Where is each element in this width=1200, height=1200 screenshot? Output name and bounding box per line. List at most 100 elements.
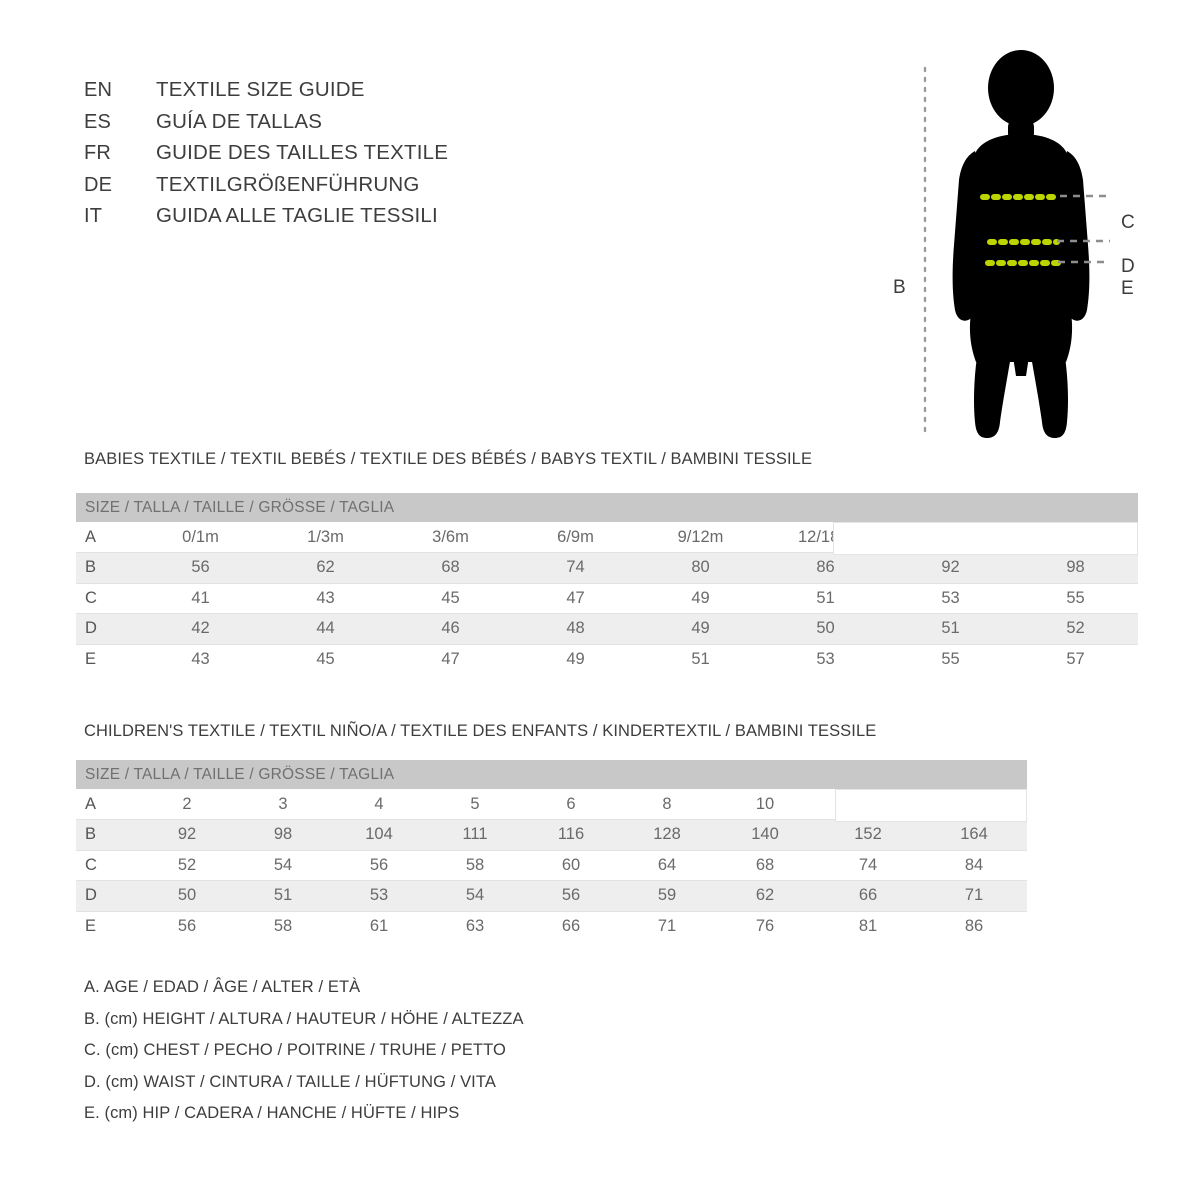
cell: 6 [523,789,619,820]
legend-item-d: D. (cm) WAIST / CINTURA / TAILLE / HÜFTU… [84,1072,496,1091]
cell: 76 [715,911,815,942]
cell: 49 [638,613,763,645]
cell: 6/9m [513,522,638,553]
row-label: B [76,819,139,851]
cell: 50 [139,880,235,912]
cell: 4 [331,789,427,820]
cell: 9/12m [638,522,763,553]
cell: 86 [921,911,1028,942]
legend-item-c: C. (cm) CHEST / PECHO / POITRINE / TRUHE… [84,1041,506,1059]
cell: 92 [139,819,235,851]
row-label: D [76,613,138,645]
row-label: C [76,850,139,881]
cell: 53 [331,880,427,912]
cell: 57 [1013,644,1139,675]
legend-item-a: A. AGE / EDAD / ÂGE / ALTER / ETÀ [84,978,361,996]
language-title: GUIDA ALLE TAGLIE TESSILI [156,204,438,227]
figure-label-d: D [1121,256,1135,277]
children-table-header-row: SIZE / TALLA / TAILLE / GRÖSSE / TAGLIA [76,760,1028,789]
cell: 42 [138,613,263,645]
cell: 24/36m [1013,522,1139,553]
cell: 98 [1013,552,1139,584]
children-size-table: SIZE / TALLA / TAILLE / GRÖSSE / TAGLIA … [76,760,1028,942]
child-body-silhouette [952,50,1090,438]
cell: 64 [619,850,715,881]
language-row: EN TEXTILE SIZE GUIDE [84,78,604,110]
row-label: E [76,644,138,675]
table-row: D 42 44 46 48 49 50 51 52 [76,613,1139,645]
cell: 116 [523,819,619,851]
cell: 10 [715,789,815,820]
row-label: A [76,789,139,820]
cell: 52 [1013,613,1139,645]
cell: 56 [138,552,263,584]
cell: 56 [139,911,235,942]
language-row: DE TEXTILGRÖßENFÜHRUNG [84,173,604,205]
cell: 0/1m [138,522,263,553]
cell: 51 [888,613,1013,645]
cell: 41 [138,583,263,614]
figure-label-c: C [1121,212,1135,233]
table-row: A 0/1m 1/3m 3/6m 6/9m 9/12m 12/18m 18/24… [76,522,1139,553]
cell: 74 [815,850,921,881]
cell: 59 [619,880,715,912]
cell: 5 [427,789,523,820]
table-row: C 52 54 56 58 60 64 68 74 84 [76,850,1028,881]
babies-table-header-label: SIZE / TALLA / TAILLE / GRÖSSE / TAGLIA [76,493,1139,522]
cell: 14 [921,789,1028,820]
measurement-legend: A. AGE / EDAD / ÂGE / ALTER / ETÀ B. (cm… [84,978,524,1136]
language-row: IT GUIDA ALLE TAGLIE TESSILI [84,204,604,236]
cell: 61 [331,911,427,942]
cell: 51 [638,644,763,675]
figure-label-e: E [1121,278,1134,299]
cell: 84 [921,850,1028,881]
legend-item-e: E. (cm) HIP / CADERA / HANCHE / HÜFTE / … [84,1104,460,1122]
cell: 50 [763,613,888,645]
cell: 58 [427,850,523,881]
row-label: D [76,880,139,912]
language-code: DE [84,173,113,196]
cell: 152 [815,819,921,851]
language-code: EN [84,79,113,101]
table-row: B 56 62 68 74 80 86 92 98 [76,552,1139,584]
language-title: GUIDE DES TAILLES TEXTILE [156,141,449,164]
language-code: FR [84,142,112,164]
cell: 45 [388,583,513,614]
cell: 12 [815,789,921,820]
language-title: GUÍA DE TALLAS [156,109,323,133]
cell: 3/6m [388,522,513,553]
cell: 46 [388,613,513,645]
cell: 66 [523,911,619,942]
cell: 63 [427,911,523,942]
language-title: TEXTILE SIZE GUIDE [156,78,365,101]
table-row: E 43 45 47 49 51 53 55 57 [76,644,1139,675]
child-silhouette-diagram [923,50,1110,439]
cell: 12/18m [763,522,888,553]
cell: 51 [235,880,331,912]
cell: 47 [513,583,638,614]
language-code: ES [84,110,112,133]
cell: 51 [763,583,888,614]
row-label: A [76,522,138,553]
cell: 3 [235,789,331,820]
cell: 128 [619,819,715,851]
row-label: C [76,583,138,614]
babies-table-caption: BABIES TEXTILE / TEXTIL BEBÉS / TEXTILE … [84,450,813,468]
cell: 62 [715,880,815,912]
table-row: E 56 58 61 63 66 71 76 81 86 [76,911,1028,942]
cell: 18/24m [888,522,1013,553]
table-row: D 50 51 53 54 56 59 62 66 71 [76,880,1028,912]
cell: 43 [138,644,263,675]
cell: 55 [888,644,1013,675]
figure-label-b: B [893,277,906,298]
legend-item-b: B. (cm) HEIGHT / ALTURA / HAUTEUR / HÖHE… [84,1009,524,1028]
cell: 98 [235,819,331,851]
cell: 54 [427,880,523,912]
children-table-caption: CHILDREN'S TEXTILE / TEXTIL NIÑO/A / TEX… [84,722,877,740]
cell: 111 [427,819,523,851]
language-title-block: EN TEXTILE SIZE GUIDE ES GUÍA DE TALLAS … [84,78,604,236]
cell: 104 [331,819,427,851]
cell: 53 [888,583,1013,614]
cell: 58 [235,911,331,942]
cell: 71 [619,911,715,942]
